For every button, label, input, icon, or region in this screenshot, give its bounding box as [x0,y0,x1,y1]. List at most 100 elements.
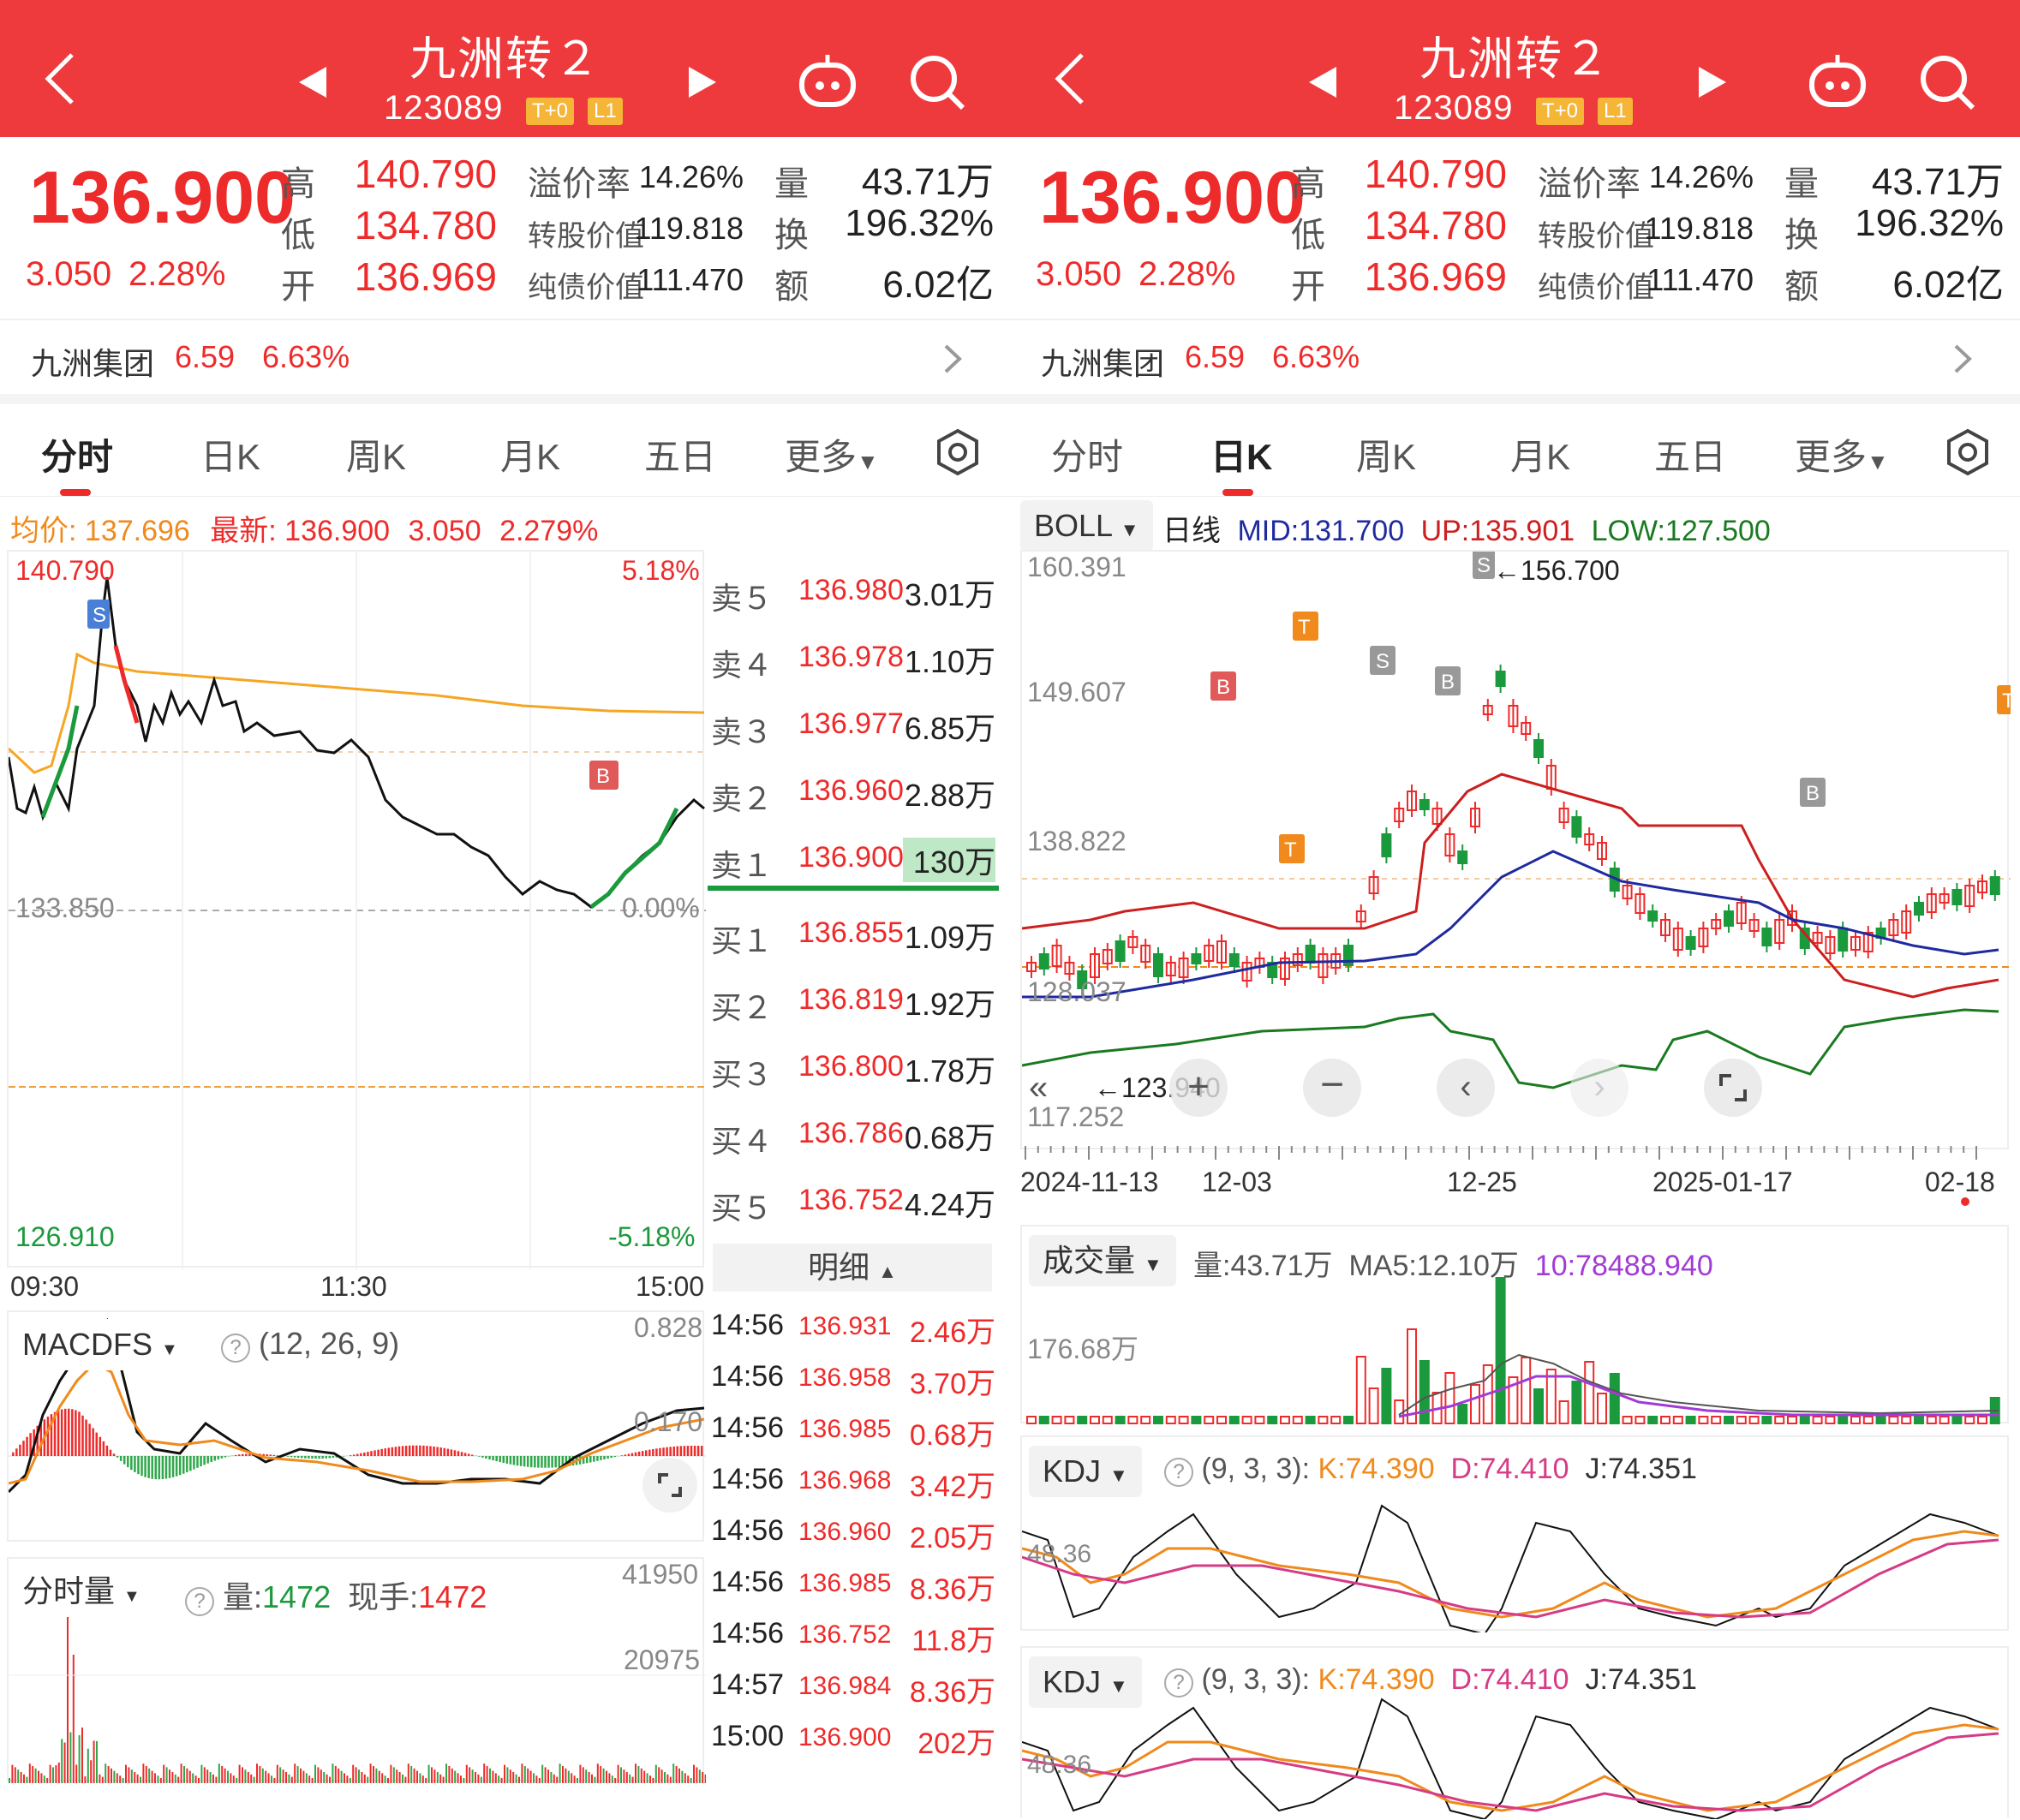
tab-five-day[interactable]: 五日 [1654,428,1726,480]
low-label: 低 [1291,207,1325,257]
intraday-info-line: 均价: 137.696 最新: 136.900 3.050 2.279% [10,507,598,549]
trade-detail-list[interactable]: 14:56 136.931 2.46万 14:56 136.958 3.70万 14:56 1… [708,1302,999,1790]
chevron-left-icon[interactable]: ‹ [1437,1059,1495,1117]
chevron-right-icon [1952,343,1973,375]
price-axis-high: 140.790 [15,555,115,587]
active-tab-indicator [1222,489,1253,496]
tab-weekly-k[interactable]: 周K [346,428,406,480]
prev-icon[interactable] [1306,65,1340,99]
boll-name: BOLL [1034,508,1112,543]
zoom-in-icon[interactable]: + [1169,1059,1228,1117]
svg-text:T: T [1284,838,1297,862]
prev-icon[interactable] [296,65,330,99]
ask-row[interactable]: 卖３ 136.977 6.85万 [708,699,999,750]
detail-toggle-button[interactable]: 明细 ▲ [713,1244,992,1292]
low-value: 134.780 [343,202,497,248]
price-axis-low: 126.910 [15,1221,115,1253]
robot-icon[interactable] [797,53,858,110]
boll-up: UP:135.901 [1421,515,1575,547]
back-icon[interactable] [43,51,77,106]
conv-value-label: 转股价值 [1538,212,1654,254]
kdj-indicator-select-2[interactable]: KDJ ▼ [1029,1656,1142,1708]
volume-indicator-select[interactable]: 分时量 ▼ [15,1566,147,1617]
trade-row: 14:56 136.985 0.68万 [708,1405,999,1454]
kdj-chart-2: KDJ ▼ ? (9, 3, 3): K:74.390 D:74.410 J:7… [1020,1646,2009,1817]
fullscreen-icon[interactable] [1704,1059,1762,1117]
tab-intraday[interactable]: 分时 [1051,428,1123,480]
svg-text:S: S [1376,650,1389,673]
expand-icon[interactable] [642,1458,697,1513]
ask-row[interactable]: 卖１ 136.900 130万 [708,832,999,884]
boll-indicator-select[interactable]: BOLL ▼ [1020,500,1153,552]
help-icon[interactable]: ? [221,1334,250,1363]
date-label-4: 2025-01-17 [1652,1167,1793,1198]
bid-row[interactable]: 买４ 136.786 0.68万 [708,1108,999,1160]
bid-row[interactable]: 买１ 136.855 1.09万 [708,908,999,959]
kdj-indicator-select-1[interactable]: KDJ ▼ [1029,1446,1142,1497]
scroll-left-icon[interactable]: « [1029,1069,1048,1107]
tab-monthly-k[interactable]: 月K [1510,428,1570,480]
robot-icon[interactable] [1807,53,1868,110]
ask-price: 136.960 [798,774,904,808]
bid-row[interactable]: 买５ 136.752 4.24万 [708,1175,999,1226]
trade-time: 14:56 [711,1309,784,1342]
back-icon[interactable] [1053,51,1087,106]
help-icon[interactable]: ? [1164,1458,1193,1487]
svg-text:S: S [1477,554,1491,577]
bid-level: 买１ [711,916,773,961]
volume-info: ? 量:1472 现手:1472 [185,1572,487,1617]
tab-more[interactable]: 更多▼ [785,428,879,480]
kline-chart[interactable]: S T T T B B B S 160.391 149.607 138.822 … [1020,550,2009,1149]
help-icon[interactable]: ? [1164,1668,1193,1698]
ask-level: 卖１ [711,841,773,886]
kdj-info-1: ? (9, 3, 3): K:74.390 D:74.410 J:74.351 [1164,1453,1697,1487]
zoom-out-icon[interactable]: − [1303,1059,1361,1117]
tab-five-day[interactable]: 五日 [644,428,716,480]
trade-time: 14:56 [711,1566,784,1599]
trade-volume: 3.42万 [896,1463,995,1505]
macd-axis-max: 0.828 [634,1312,702,1344]
change-percent: 2.28% [128,255,225,294]
settings-icon[interactable] [1944,428,1992,476]
ask-row[interactable]: 卖４ 136.978 1.10万 [708,632,999,683]
daily-k-panel: 九洲转２ 123089 T+0 L1 136.900 3.050 2.28% 高… [1010,0,2020,1820]
kdj-d: D:74.410 [1451,1453,1569,1485]
bid-row[interactable]: 买２ 136.819 1.92万 [708,975,999,1026]
turnover-label: 换 [774,207,809,257]
svg-text:B: B [1216,676,1230,699]
intraday-chart[interactable]: S B 140.790 133.850 126.910 5.18% 0.00% … [7,550,704,1268]
low-value: 134.780 [1353,202,1507,248]
trade-time: 15:00 [711,1720,784,1753]
search-icon[interactable] [1918,53,1976,111]
chevron-right-icon[interactable]: › [1570,1059,1629,1117]
daily-ma5: MA5:12.10万 [1348,1250,1518,1282]
underlying-stock-row[interactable]: 九洲集团 6.59 6.63% [1010,319,2020,397]
search-icon[interactable] [908,53,966,111]
tab-daily-k[interactable]: 日K [200,428,260,480]
ask-row[interactable]: 卖２ 136.960 2.88万 [708,766,999,817]
tab-weekly-k[interactable]: 周K [1356,428,1416,480]
settings-icon[interactable] [934,428,982,476]
next-icon[interactable] [1695,65,1730,99]
next-icon[interactable] [685,65,720,99]
ask-volume: 130万 [903,838,995,882]
underlying-stock-row[interactable]: 九洲集团 6.59 6.63% [0,319,1010,397]
underlying-price: 6.59 [1185,339,1245,375]
tab-monthly-k[interactable]: 月K [500,428,560,480]
header-bar: 九洲转２ 123089 T+0 L1 [0,0,1010,137]
tab-more-label: 更多 [785,437,857,477]
open-label: 开 [1291,259,1325,308]
macd-indicator-select[interactable]: MACDFS ▼ [15,1319,185,1370]
help-icon[interactable]: ? [185,1587,214,1616]
bid-price: 136.800 [798,1050,904,1083]
trade-price: 136.984 [798,1672,891,1701]
bid-row[interactable]: 买３ 136.800 1.78万 [708,1041,999,1093]
caret-up-icon: ▲ [878,1261,897,1282]
tab-daily-k[interactable]: 日K [1210,428,1272,480]
ask-row[interactable]: 卖５ 136.980 3.01万 [708,565,999,617]
tab-intraday[interactable]: 分时 [41,428,113,480]
trade-time: 14:57 [711,1668,784,1702]
volume-indicator-select[interactable]: 成交量 ▼ [1029,1235,1176,1286]
trade-price: 136.968 [798,1466,891,1495]
tab-more[interactable]: 更多▼ [1795,428,1889,480]
